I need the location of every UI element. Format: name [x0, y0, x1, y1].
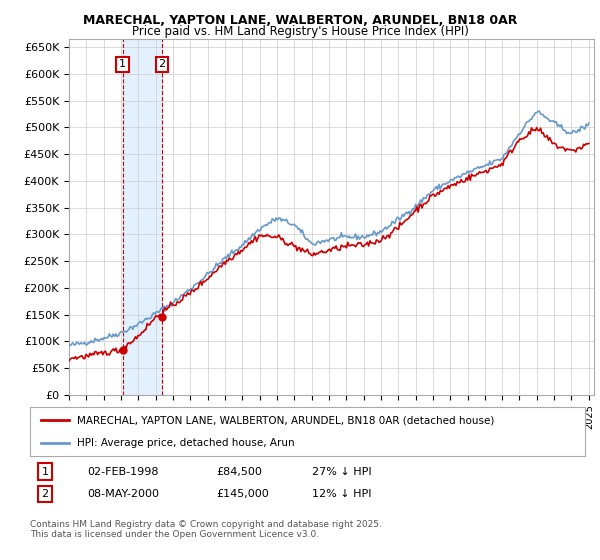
Text: 1: 1	[41, 466, 49, 477]
Text: 1: 1	[119, 59, 126, 69]
Text: Price paid vs. HM Land Registry's House Price Index (HPI): Price paid vs. HM Land Registry's House …	[131, 25, 469, 38]
Text: 08-MAY-2000: 08-MAY-2000	[87, 489, 159, 499]
Bar	[122, 39, 162, 395]
Text: HPI: Average price, detached house, Arun: HPI: Average price, detached house, Arun	[77, 438, 295, 448]
Text: 2: 2	[158, 59, 166, 69]
Text: 2: 2	[41, 489, 49, 499]
Text: 02-FEB-1998: 02-FEB-1998	[87, 466, 158, 477]
Text: Contains HM Land Registry data © Crown copyright and database right 2025.
This d: Contains HM Land Registry data © Crown c…	[30, 520, 382, 539]
Text: 27% ↓ HPI: 27% ↓ HPI	[312, 466, 371, 477]
Text: 12% ↓ HPI: 12% ↓ HPI	[312, 489, 371, 499]
Text: £84,500: £84,500	[216, 466, 262, 477]
Text: £145,000: £145,000	[216, 489, 269, 499]
Text: MARECHAL, YAPTON LANE, WALBERTON, ARUNDEL, BN18 0AR (detached house): MARECHAL, YAPTON LANE, WALBERTON, ARUNDE…	[77, 416, 494, 426]
Text: MARECHAL, YAPTON LANE, WALBERTON, ARUNDEL, BN18 0AR: MARECHAL, YAPTON LANE, WALBERTON, ARUNDE…	[83, 14, 517, 27]
